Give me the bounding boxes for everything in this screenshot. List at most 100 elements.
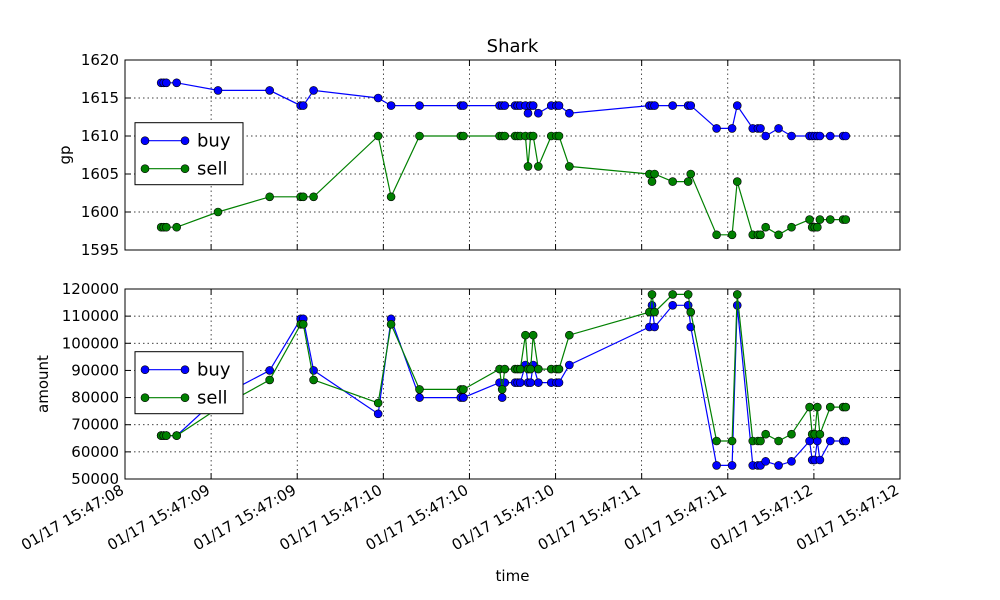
data-point-sell <box>521 330 530 340</box>
data-point-sell <box>825 215 835 224</box>
data-point-sell <box>298 319 308 329</box>
y-tick-label: 1620 <box>81 51 119 69</box>
y-tick-label: 1610 <box>81 127 119 145</box>
data-point-buy <box>727 461 737 470</box>
data-point-buy <box>265 366 274 375</box>
data-point-buy <box>686 322 696 332</box>
data-point-buy <box>213 86 223 95</box>
data-point-buy <box>534 378 543 387</box>
data-point-sell <box>459 385 468 394</box>
data-point-buy <box>727 124 737 133</box>
data-point-sell <box>386 319 396 329</box>
data-point-sell <box>683 177 693 186</box>
data-point-sell <box>554 364 564 374</box>
data-point-sell <box>515 364 525 374</box>
amount-plot-frame <box>124 288 901 480</box>
data-point-sell <box>265 192 274 202</box>
data-point-buy <box>459 101 468 110</box>
data-point-buy <box>825 131 835 141</box>
data-point-buy <box>565 108 574 118</box>
data-point-sell <box>712 436 721 446</box>
data-point-sell <box>415 131 424 141</box>
data-point-sell <box>500 364 510 374</box>
legend-marker-sell <box>140 164 150 173</box>
data-point-sell <box>756 436 765 446</box>
amount-y-axis-label: amount <box>34 355 52 413</box>
data-point-sell <box>841 402 851 412</box>
data-point-sell <box>565 330 574 340</box>
data-point-buy <box>415 101 424 110</box>
data-point-sell <box>712 230 721 240</box>
price-y-axis-label: gp <box>56 145 74 164</box>
data-point-sell <box>683 290 693 299</box>
data-point-sell <box>647 290 657 299</box>
data-point-sell <box>813 402 822 412</box>
data-point-buy <box>265 86 274 95</box>
amount-legend: buy sell <box>134 351 244 415</box>
data-point-sell <box>761 222 770 232</box>
data-point-buy <box>815 455 825 465</box>
data-point-buy <box>841 131 851 141</box>
data-point-buy <box>373 93 383 103</box>
data-point-sell <box>459 131 468 141</box>
data-point-sell <box>565 162 574 171</box>
data-point-buy <box>774 124 783 133</box>
data-point-buy <box>712 461 721 470</box>
y-tick-label: 1605 <box>81 165 119 183</box>
data-point-buy <box>841 436 851 446</box>
data-point-sell <box>554 131 564 141</box>
data-point-buy <box>386 101 396 110</box>
data-point-buy <box>787 131 796 141</box>
data-point-sell <box>732 177 742 186</box>
data-point-sell <box>787 222 796 232</box>
data-point-sell <box>534 162 543 171</box>
data-point-sell <box>815 215 825 224</box>
y-tick-label: 70000 <box>71 416 119 434</box>
data-point-sell <box>500 131 510 141</box>
data-point-buy <box>761 457 770 466</box>
x-axis-label: time <box>496 567 530 585</box>
data-point-buy <box>815 131 825 141</box>
data-point-sell <box>528 330 538 340</box>
data-point-sell <box>813 222 822 232</box>
data-point-sell <box>841 215 851 224</box>
legend-marker-buy <box>140 136 150 145</box>
chart-title: Shark <box>487 36 539 57</box>
data-point-sell <box>727 436 737 446</box>
data-point-sell <box>761 429 770 439</box>
data-point-buy <box>668 300 677 310</box>
data-point-sell <box>805 215 814 224</box>
y-tick-label: 80000 <box>71 389 119 407</box>
data-point-sell <box>298 192 308 202</box>
data-point-sell <box>534 364 543 374</box>
data-point-sell <box>825 402 835 412</box>
data-point-sell <box>774 436 783 446</box>
legend-label-sell: sell <box>197 159 227 180</box>
data-point-buy <box>668 101 677 110</box>
data-point-buy <box>761 131 770 141</box>
data-point-sell <box>172 222 181 232</box>
data-point-buy <box>528 101 538 110</box>
data-point-sell <box>650 169 659 179</box>
data-point-buy <box>686 101 696 110</box>
data-point-buy <box>756 124 765 133</box>
data-point-buy <box>650 101 659 110</box>
data-point-sell <box>523 162 533 171</box>
y-tick-label: 1595 <box>81 241 119 259</box>
data-point-buy <box>650 322 659 332</box>
data-point-sell <box>309 192 318 202</box>
data-point-sell <box>213 207 223 217</box>
data-point-sell <box>787 429 796 439</box>
data-point-sell <box>774 230 783 240</box>
data-point-sell <box>805 402 814 412</box>
data-point-buy <box>825 436 835 446</box>
y-tick-label: 100000 <box>62 334 119 352</box>
data-point-sell <box>686 307 696 317</box>
y-tick-label: 1615 <box>81 89 119 107</box>
data-point-sell <box>668 177 677 186</box>
data-point-sell <box>162 431 171 440</box>
data-point-buy <box>732 101 742 110</box>
data-point-sell <box>815 429 825 439</box>
data-point-buy <box>500 101 510 110</box>
data-point-sell <box>373 398 383 408</box>
